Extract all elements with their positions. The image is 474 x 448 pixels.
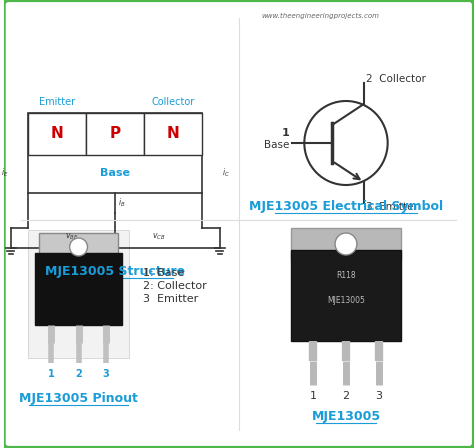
Text: 2  Collector: 2 Collector (366, 74, 426, 84)
Bar (292, 228, 401, 260)
Text: 1: 1 (310, 391, 317, 401)
Text: $v_{BE}$: $v_{BE}$ (65, 232, 79, 242)
Bar (86, 113, 144, 155)
Text: 1: 1 (48, 369, 55, 379)
Text: MJE13005: MJE13005 (311, 410, 381, 423)
Text: 3  Emitter: 3 Emitter (143, 294, 198, 304)
Bar (28, 230, 128, 358)
FancyBboxPatch shape (4, 0, 474, 448)
Text: MJE13005 Electrical Symbol: MJE13005 Electrical Symbol (249, 200, 443, 213)
Text: MJE13005 Structure: MJE13005 Structure (45, 265, 185, 278)
Text: MJE13005: MJE13005 (327, 296, 365, 305)
Text: N: N (51, 126, 64, 141)
Text: 1: Base: 1: Base (143, 268, 184, 278)
Text: Emitter: Emitter (39, 97, 75, 107)
Circle shape (70, 238, 88, 256)
Text: $v_{CB}$: $v_{CB}$ (152, 232, 165, 242)
Text: 2: 2 (75, 369, 82, 379)
Text: www.theengineeringprojects.com: www.theengineeringprojects.com (262, 13, 380, 19)
Bar (36, 253, 122, 325)
Text: R118: R118 (336, 271, 356, 280)
Text: 3: 3 (375, 391, 382, 401)
Text: Base: Base (264, 140, 290, 150)
Text: P: P (109, 126, 121, 141)
Bar (39, 233, 118, 261)
Text: 3: 3 (102, 369, 109, 379)
Text: $i_E$: $i_E$ (1, 167, 9, 179)
Text: $i_C$: $i_C$ (222, 167, 230, 179)
Text: 2: 2 (342, 391, 349, 401)
Text: N: N (167, 126, 180, 141)
Text: MJE13005 Pinout: MJE13005 Pinout (19, 392, 138, 405)
Text: Collector: Collector (152, 97, 195, 107)
Text: 2: Collector: 2: Collector (143, 281, 206, 291)
Text: 1: 1 (282, 128, 290, 138)
Bar (28, 113, 86, 155)
Text: 3  Emitter: 3 Emitter (366, 202, 418, 212)
Text: $i_B$: $i_B$ (118, 197, 126, 209)
Circle shape (335, 233, 357, 255)
Bar (292, 250, 401, 341)
Bar (144, 113, 202, 155)
Text: Base: Base (100, 168, 130, 178)
Bar (28, 113, 202, 193)
